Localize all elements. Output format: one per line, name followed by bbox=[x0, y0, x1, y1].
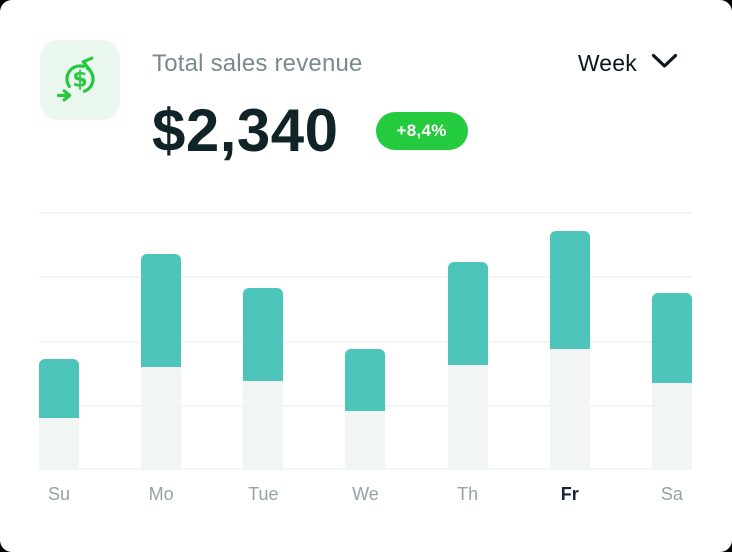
x-label-we: We bbox=[352, 484, 379, 504]
gridline bbox=[39, 341, 692, 343]
money-cycle-icon-tile: $ bbox=[40, 40, 120, 120]
x-label-mo: Mo bbox=[148, 484, 174, 504]
bars bbox=[39, 213, 692, 470]
svg-text:$: $ bbox=[72, 67, 87, 92]
x-label-su: Su bbox=[47, 484, 71, 504]
bar-sales-segment bbox=[39, 359, 79, 418]
weekly-sales-bar-chart bbox=[39, 212, 692, 470]
period-selector[interactable]: Week bbox=[578, 50, 678, 77]
bar-base-segment bbox=[549, 349, 590, 470]
bar-sales-segment bbox=[549, 231, 590, 349]
bar-fr[interactable] bbox=[549, 231, 590, 470]
x-axis-labels: Su Mo Tue We Th Fr Sa bbox=[39, 484, 692, 505]
period-selector-value: Week bbox=[577, 50, 637, 76]
bar-th[interactable] bbox=[447, 262, 488, 470]
x-label-sa: Sa bbox=[660, 484, 683, 504]
bar-we[interactable] bbox=[345, 349, 386, 470]
change-badge: +8,4% bbox=[375, 112, 468, 150]
bar-sa[interactable] bbox=[651, 293, 692, 470]
total-revenue-value: $2,340 bbox=[152, 97, 339, 164]
bar-sales-segment bbox=[141, 254, 182, 367]
gridline bbox=[39, 212, 692, 214]
x-label-fr: Fr bbox=[560, 484, 579, 504]
x-label-tue: Tue bbox=[248, 484, 279, 504]
bar-sales-segment bbox=[243, 288, 284, 381]
bar-base-segment bbox=[447, 365, 488, 470]
amount-row: $2,340 +8,4% bbox=[152, 99, 468, 163]
bar-sales-segment bbox=[651, 293, 692, 383]
chevron-down-icon bbox=[651, 53, 678, 74]
bar-sales-segment bbox=[345, 349, 386, 411]
bar-base-segment bbox=[141, 367, 182, 470]
bar-base-segment bbox=[651, 383, 692, 470]
card-title: Total sales revenue bbox=[152, 50, 363, 77]
bar-base-segment bbox=[345, 411, 386, 470]
bar-base-segment bbox=[243, 381, 284, 470]
bar-sales-segment bbox=[447, 262, 488, 365]
x-label-th: Th bbox=[457, 484, 479, 504]
gridline bbox=[39, 276, 692, 278]
bar-mo[interactable] bbox=[141, 254, 182, 470]
money-cycle-icon: $ bbox=[56, 54, 104, 107]
bar-tue[interactable] bbox=[243, 288, 284, 470]
bar-su[interactable] bbox=[39, 359, 79, 470]
bar-base-segment bbox=[39, 418, 79, 470]
